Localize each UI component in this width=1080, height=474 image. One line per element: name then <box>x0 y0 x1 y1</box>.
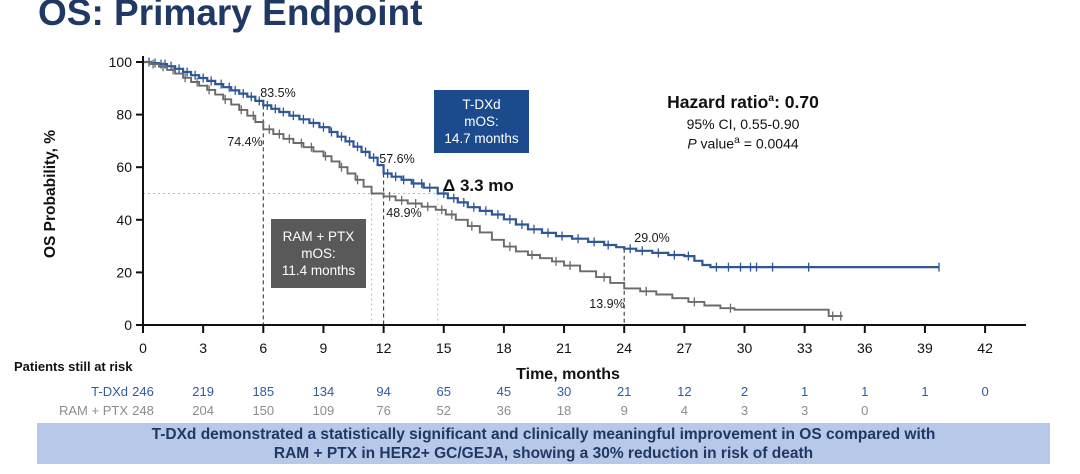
risk-count: 3 <box>801 403 809 418</box>
risk-count: 0 <box>861 403 869 418</box>
risk-count: 3 <box>740 403 749 418</box>
patients-at-risk-heading: Patients still at risk <box>14 359 133 374</box>
p-value: = 0.0044 <box>739 135 799 152</box>
risk-count: 185 <box>252 384 275 399</box>
ram-ptx-median-box: RAM + PTX mOS: 11.4 months <box>271 219 366 288</box>
risk-count: 0 <box>981 384 989 399</box>
risk-count: 246 <box>132 384 154 399</box>
risk-count: 65 <box>436 384 451 399</box>
hazard-ratio-value: : 0.70 <box>774 92 819 112</box>
rate-label: 57.6% <box>379 152 414 166</box>
risk-count: 204 <box>192 403 214 418</box>
x-tick-label: 27 <box>677 340 693 356</box>
x-tick-label: 36 <box>857 340 873 356</box>
x-tick-label: 33 <box>797 340 813 356</box>
p-footnote-marker: a <box>734 134 740 146</box>
confidence-interval: 95% CI, 0.55-0.90 <box>686 116 800 132</box>
x-tick-label: 0 <box>139 340 147 356</box>
x-tick-label: 21 <box>556 340 572 356</box>
x-tick-label: 30 <box>737 340 753 356</box>
p-value-line: P valuea = 0.0044 <box>593 134 893 152</box>
conclusion-banner-line1: T-DXd demonstrated a statistically signi… <box>151 426 936 443</box>
tdxd-curve <box>143 60 939 269</box>
risk-count: 9 <box>620 403 628 418</box>
rate-label: 29.0% <box>634 231 669 245</box>
hazard-ratio-block: Hazard ratioa: 0.70 95% CI, 0.55-0.90 P … <box>593 92 893 152</box>
risk-count: 76 <box>376 403 391 418</box>
risk-count: 1 <box>921 384 929 399</box>
risk-count: 150 <box>252 403 275 418</box>
p-symbol: P <box>687 135 697 152</box>
y-tick-label: 80 <box>116 107 132 123</box>
x-tick-label: 42 <box>977 340 993 356</box>
rate-label: 13.9% <box>589 297 624 311</box>
hazard-ratio-prefix: Hazard ratio <box>667 92 769 112</box>
x-tick-label: 6 <box>259 340 267 356</box>
x-tick-label: 9 <box>320 340 328 356</box>
x-tick-label: 39 <box>917 340 933 356</box>
y-tick-label: 60 <box>116 159 132 175</box>
risk-count: 134 <box>312 384 335 399</box>
risk-count: 94 <box>376 384 391 399</box>
x-tick-label: 24 <box>616 340 632 356</box>
x-tick-label: 12 <box>376 340 392 356</box>
x-tick-label: 18 <box>496 340 512 356</box>
rate-label: 48.9% <box>386 206 421 220</box>
risk-count: 109 <box>312 403 335 418</box>
km-chart: 83.5%74.4%57.6%48.9%29.0%13.9%0204060801… <box>42 54 1026 383</box>
tdxd-median-box: T-DXd mOS: 14.7 months <box>434 90 529 153</box>
y-tick-label: 0 <box>124 317 132 333</box>
x-tick-label: 15 <box>436 340 452 356</box>
y-tick-label: 100 <box>109 54 133 70</box>
median-delta-annotation: Δ 3.3 mo <box>443 176 514 195</box>
x-tick-label: 3 <box>199 340 207 356</box>
page-title: OS: Primary Endpoint <box>38 0 423 33</box>
p-word: value <box>696 135 735 152</box>
conclusion-banner: T-DXd demonstrated a statistically signi… <box>37 423 1050 464</box>
risk-count: 219 <box>192 384 214 399</box>
risk-count: 248 <box>132 403 154 418</box>
y-axis-title: OS Probability, % <box>42 130 59 258</box>
risk-count: 36 <box>496 403 512 418</box>
conclusion-banner-line2: RAM + PTX in HER2+ GC/GEJA, showing a 30… <box>273 445 814 462</box>
risk-count: 52 <box>436 403 451 418</box>
rate-label: 83.5% <box>260 86 295 100</box>
risk-count: 18 <box>556 403 572 418</box>
y-tick-label: 40 <box>116 212 132 228</box>
risk-count: 12 <box>677 384 692 399</box>
hazard-ratio-line: Hazard ratioa: 0.70 <box>593 92 893 113</box>
hazard-ratio-footnote-marker: a <box>768 92 775 105</box>
risk-count: 1 <box>861 384 869 399</box>
risk-count: 4 <box>680 403 688 418</box>
risk-count: 30 <box>556 384 572 399</box>
y-tick-label: 20 <box>116 264 132 280</box>
risk-count: 21 <box>616 384 632 399</box>
rate-label: 74.4% <box>227 135 262 149</box>
risk-count: 45 <box>496 384 512 399</box>
x-axis-title: Time, months <box>516 366 620 383</box>
risk-row-label: RAM + PTX <box>59 403 128 418</box>
risk-row-label: T-DXd <box>91 384 128 399</box>
risk-count: 1 <box>801 384 809 399</box>
ram-ptx-curve <box>143 61 843 318</box>
risk-count: 2 <box>740 384 749 399</box>
